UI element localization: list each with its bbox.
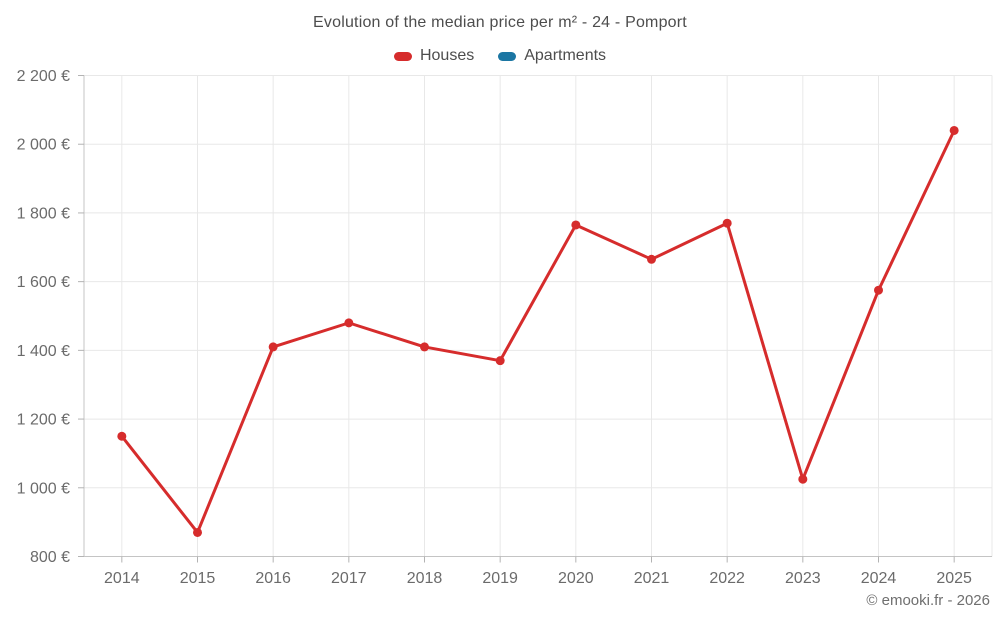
- data-point-marker[interactable]: [420, 342, 429, 352]
- footer-credit: © emooki.fr - 2026: [866, 592, 990, 609]
- x-axis-tick-label: 2020: [558, 570, 594, 587]
- legend: Houses Apartments: [0, 46, 1000, 66]
- x-axis-tick-label: 2019: [482, 570, 518, 587]
- x-axis-tick-label: 2025: [936, 570, 972, 587]
- data-point-marker[interactable]: [722, 218, 732, 228]
- data-point-marker[interactable]: [798, 474, 808, 484]
- y-axis-tick-label: 1 800 €: [17, 205, 70, 222]
- y-axis-tick-label: 2 200 €: [17, 68, 70, 85]
- x-axis-tick-label: 2018: [407, 570, 443, 587]
- y-axis-tick-label: 1 000 €: [17, 480, 70, 497]
- data-point-marker[interactable]: [949, 125, 959, 135]
- data-point-marker[interactable]: [117, 431, 127, 441]
- legend-item-houses[interactable]: Houses: [393, 47, 475, 65]
- x-axis-tick-label: 2015: [180, 570, 216, 587]
- x-axis-tick-label: 2014: [104, 570, 140, 587]
- x-axis-tick-label: 2017: [331, 570, 367, 587]
- y-axis-tick-label: 1 400 €: [17, 343, 70, 360]
- y-axis-tick-label: 1 200 €: [17, 412, 70, 429]
- houses-series-swatch-icon: [393, 51, 412, 61]
- y-axis-tick-label: 800 €: [30, 549, 70, 566]
- legend-item-apartments[interactable]: Apartments: [498, 47, 606, 65]
- series-line-houses: [120, 128, 956, 534]
- x-axis-tick-label: 2022: [709, 570, 745, 587]
- data-point-marker[interactable]: [495, 356, 505, 366]
- y-axis-tick-label: 2 000 €: [17, 137, 70, 154]
- data-point-marker[interactable]: [874, 285, 883, 295]
- x-axis-tick-label: 2024: [861, 570, 897, 587]
- x-axis-tick-label: 2016: [255, 570, 291, 587]
- legend-label-apartments: Apartments: [524, 47, 607, 64]
- chart-title: Evolution of the median price per m² - 2…: [313, 14, 687, 31]
- y-axis-tick-label: 1 600 €: [17, 274, 70, 291]
- data-point-marker[interactable]: [193, 527, 202, 537]
- apartments-series-swatch-icon: [498, 51, 517, 61]
- data-point-marker[interactable]: [344, 318, 354, 328]
- data-point-marker[interactable]: [647, 254, 656, 264]
- x-axis-tick-label: 2021: [634, 570, 670, 587]
- data-point-marker[interactable]: [571, 220, 581, 230]
- legend-label-houses: Houses: [419, 47, 475, 64]
- data-point-marker[interactable]: [268, 342, 278, 352]
- x-axis-tick-label: 2023: [785, 570, 821, 587]
